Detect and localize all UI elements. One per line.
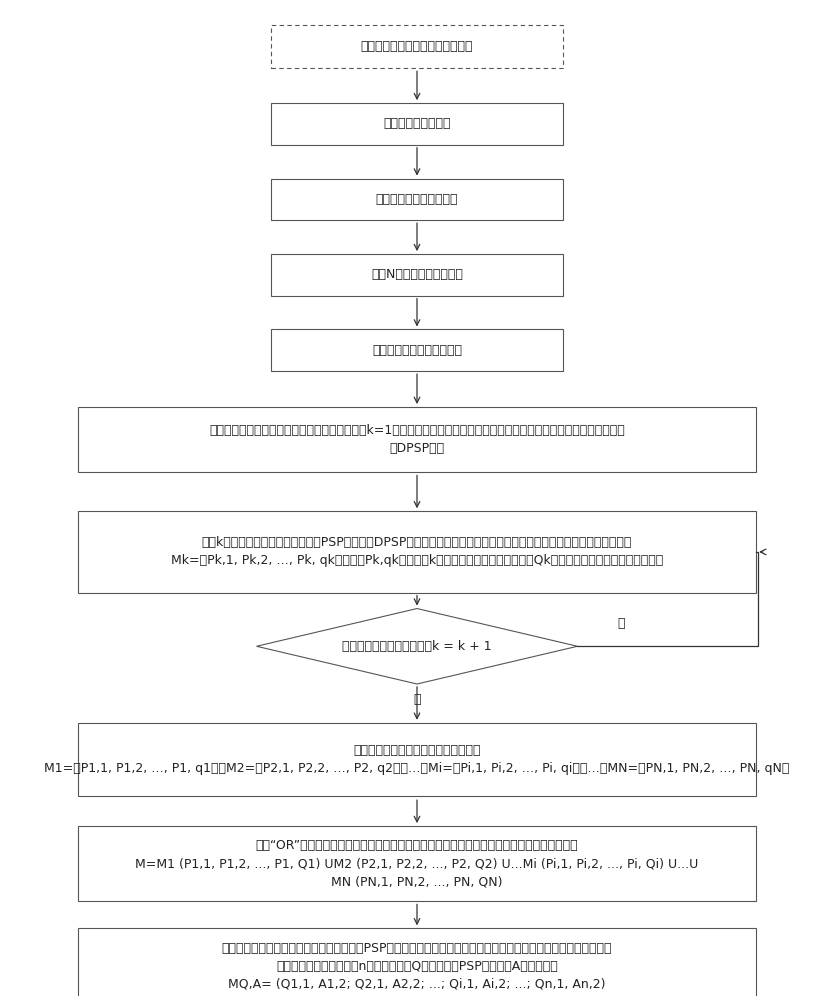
Text: 根据k种地磁暴模式的管网管地电位PSP分布数据DPSP，利用管道地磁暴灾害突变点搜索方法搜索管网地磁暴灾害突变点，
Mk=｛Pk,1, Pk,2, …, Pk,: 根据k种地磁暴模式的管网管地电位PSP分布数据DPSP，利用管道地磁暴灾害突变点… (171, 536, 663, 567)
Polygon shape (257, 609, 577, 684)
FancyBboxPatch shape (78, 511, 756, 593)
FancyBboxPatch shape (78, 407, 756, 472)
Text: 从地磁暴模式数据库中任意选择一种地磁暴模式k=1，使用管网机理模型和给定的数据库计算该种地磁暴模式的管网管地电
位DPSP分布: 从地磁暴模式数据库中任意选择一种地磁暴模式k=1，使用管网机理模型和给定的数据库… (209, 424, 625, 455)
Text: 如果还有其它地磁暴模式，k = k + 1: 如果还有其它地磁暴模式，k = k + 1 (342, 640, 492, 653)
FancyBboxPatch shape (271, 254, 563, 296)
Text: 经过“OR”逻辑运算后，消採各种地磁暴模式的相同突变点后，管网地磁暴灾害突变点集合为：
M=M1 (P1,1, P1,2, ..., P1, Q1) UM2 (: 经过“OR”逻辑运算后，消採各种地磁暴模式的相同突变点后，管网地磁暴灾害突变点集… (135, 839, 699, 888)
Text: 建立管网受地磁暴影响的机理模型: 建立管网受地磁暴影响的机理模型 (361, 40, 473, 53)
FancyBboxPatch shape (271, 25, 563, 68)
FancyBboxPatch shape (78, 723, 756, 796)
Text: 搜索管网地磁暴灾害突变点的集合为：
M1=｛P1,1, P1,2, …, P1, q1｝，M2=｛P2,1, P2,2, …, P2, q2｝，…，Mi=｛Pi: 搜索管网地磁暴灾害突变点的集合为： M1=｛P1,1, P1,2, …, P1,… (44, 744, 790, 775)
Text: 是: 是 (617, 617, 625, 630)
FancyBboxPatch shape (271, 179, 563, 220)
Text: 定义地磁暴灾害突变点处的燕尾峰和月牙峰PSP幅值为地磁暴灾害突变点评估指标。按评估指标对管网地磁暴灾害突
变点集合进行排序，得到n个突变点位置Q及其对应的PSP: 定义地磁暴灾害突变点处的燕尾峰和月牙峰PSP幅值为地磁暴灾害突变点评估指标。按评… (222, 942, 612, 991)
FancyBboxPatch shape (78, 826, 756, 901)
FancyBboxPatch shape (78, 928, 756, 1000)
FancyBboxPatch shape (271, 103, 563, 145)
Text: 定义地磁暴灾害突变点模式: 定义地磁暴灾害突变点模式 (372, 344, 462, 357)
Text: 建立N种地磁暴模式数据库: 建立N种地磁暴模式数据库 (371, 268, 463, 281)
FancyBboxPatch shape (271, 329, 563, 371)
Text: 建立管网环境参数数据库: 建立管网环境参数数据库 (376, 193, 458, 206)
Text: 否: 否 (414, 693, 420, 706)
Text: 建立管网参数数据库: 建立管网参数数据库 (384, 117, 450, 130)
